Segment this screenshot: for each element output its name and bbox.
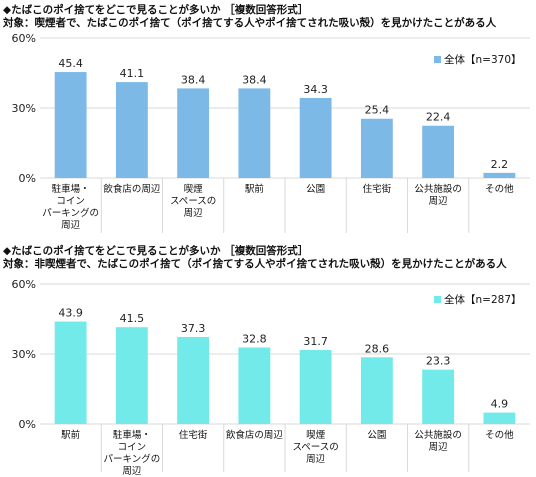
x-tick-label: 住宅街	[179, 429, 208, 441]
bar	[238, 347, 271, 424]
x-tick-label: 飲食店の周辺	[226, 429, 284, 441]
bar	[177, 88, 210, 178]
chart-title: ◆たばこのポイ捨てをどこで見ることが多いか ［複数回答形式］	[3, 245, 309, 257]
x-tick-label: その他	[485, 183, 514, 195]
data-label: 32.8	[242, 332, 267, 345]
y-tick-label: 30%	[12, 348, 36, 361]
legend-swatch	[434, 296, 441, 303]
x-tick-label: 住宅街	[363, 183, 392, 195]
x-tick-label: 喫煙スペースの周辺	[170, 183, 216, 219]
bar	[115, 82, 148, 178]
bar	[483, 172, 516, 178]
x-tick-label: 喫煙スペースの周辺	[292, 429, 338, 465]
x-tick-label: 公園	[306, 184, 325, 195]
x-tick-label: その他	[485, 429, 514, 441]
bar	[299, 97, 332, 178]
bar	[54, 72, 87, 178]
bar	[177, 336, 210, 424]
y-tick-label: 0%	[19, 418, 36, 431]
data-label: 34.3	[303, 83, 328, 96]
chart-title: ◆たばこのポイ捨てをどこで見ることが多いか ［複数回答形式］	[3, 4, 309, 16]
legend-label: 全体【n=370】	[444, 53, 522, 66]
y-tick-label: 0%	[19, 172, 36, 185]
chart-subtitle: 対象：非喫煙者で、たばこのポイ捨て（ポイ捨てする人やポイ捨てされた吸い殻）を見か…	[3, 258, 507, 270]
data-label: 23.3	[426, 355, 451, 368]
data-label: 41.5	[120, 312, 145, 325]
data-label: 22.4	[426, 111, 451, 124]
bar	[360, 118, 393, 178]
data-label: 38.4	[242, 73, 267, 86]
bar	[360, 357, 393, 424]
bar-chart-smokers: 0% 30% 60% 45.4 駐車場・コインパーキングの周辺 41.1 飲食店の周辺 38.…	[12, 32, 530, 233]
x-tick-label: 公共施設の周辺	[414, 183, 462, 207]
y-tick-label: 60%	[12, 32, 36, 45]
x-tick-label: 駐車場・コインパーキングの周辺	[104, 429, 161, 477]
data-label: 25.4	[365, 104, 390, 117]
x-tick-label: 飲食店の周辺	[103, 183, 161, 195]
chart-panel-non-smokers: ◆たばこのポイ捨てをどこで見ることが多いか ［複数回答形式］ 対象：非喫煙者で、…	[0, 241, 536, 477]
bar	[54, 321, 87, 424]
bar	[483, 412, 516, 424]
x-tick-label: 駅前	[61, 429, 80, 441]
data-label: 45.4	[58, 57, 83, 70]
data-label: 41.1	[120, 67, 145, 80]
x-tick-label: 駐車場・コインパーキングの周辺	[42, 183, 99, 231]
chart-panel-smokers: ◆たばこのポイ捨てをどこで見ることが多いか ［複数回答形式］ 対象：喫煙者で、た…	[0, 0, 536, 238]
chart-subtitle: 対象：喫煙者で、たばこのポイ捨て（ポイ捨てする人やポイ捨てされた吸い殻）を見かけ…	[3, 17, 497, 29]
y-tick-label: 60%	[12, 278, 36, 291]
bar	[238, 88, 271, 178]
bar	[115, 327, 148, 424]
data-label: 2.2	[491, 158, 509, 171]
bar	[422, 125, 455, 178]
data-label: 28.6	[365, 342, 390, 355]
data-label: 4.9	[491, 398, 509, 411]
data-label: 37.3	[181, 322, 206, 335]
data-label: 38.4	[181, 73, 206, 86]
data-label: 43.9	[58, 307, 83, 320]
x-tick-label: 公園	[367, 430, 386, 441]
x-tick-label: 公共施設の周辺	[414, 429, 462, 453]
y-tick-label: 30%	[12, 102, 36, 115]
x-tick-label: 駅前	[245, 183, 264, 195]
bar	[422, 369, 455, 424]
legend-swatch	[434, 56, 441, 63]
bar-chart-non-smokers: 0% 30% 60% 43.9 駅前 41.5 駐車場・コインパーキングの周辺 37.3 住宅街…	[12, 278, 530, 477]
legend-label: 全体【n=287】	[444, 293, 522, 306]
bar	[299, 350, 332, 424]
data-label: 31.7	[303, 335, 328, 348]
